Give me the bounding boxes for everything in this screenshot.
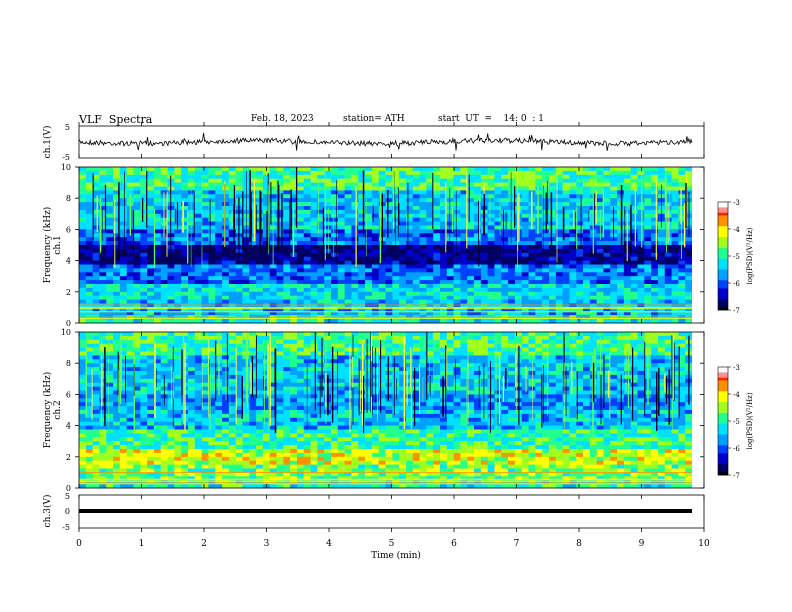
ch1-ytick-bottom: -5 <box>62 153 70 162</box>
colorbar-tick-label: -6 <box>733 445 740 453</box>
ch2-colorbar: -3 -4 -5 -6 -7 log(PSD)(V²/Hz) <box>717 364 754 480</box>
freq-tick-label: 6 <box>66 225 71 234</box>
freq-tick-label: 8 <box>66 359 71 368</box>
freq-tick-label: 2 <box>66 288 71 297</box>
ch1-ytick-top: 5 <box>65 123 70 132</box>
freq-tick-label: 8 <box>66 194 71 203</box>
colorbar-tick-label: -7 <box>733 472 740 480</box>
ch2-ylabel: ch.2 <box>53 400 63 419</box>
colorbar-label: log(PSD)(V²/Hz) <box>746 392 754 449</box>
ch1-ylabel: ch.1 <box>53 235 63 254</box>
time-axis-ticks: 0 1 2 3 4 5 6 7 8 9 10 <box>76 122 710 549</box>
freq-tick-label: 0 <box>66 484 71 493</box>
freq-tick-label: 6 <box>66 390 71 399</box>
ch3-waveform-line <box>79 509 692 513</box>
freq-tick-label: 10 <box>61 328 71 337</box>
ch3-waveform-panel: 5 0 -5 ch.3(V) 0 1 2 3 4 5 6 7 8 9 10 Time (min) <box>42 122 710 561</box>
freq-tick-label: 2 <box>66 453 71 462</box>
time-tick-label: 6 <box>451 539 457 549</box>
freq-tick-label: 10 <box>61 163 71 172</box>
colorbar-tick-label: -6 <box>733 280 740 288</box>
time-tick-label: 1 <box>139 539 145 549</box>
ch1-waveform-line <box>78 132 693 151</box>
freq-tick-label: 4 <box>66 422 71 431</box>
ch1-channel-label: ch.1 <box>53 235 63 254</box>
time-tick-label: 7 <box>514 539 520 549</box>
colorbar-tick-label: -7 <box>733 307 740 315</box>
ch3-ylabel: ch.3(V) <box>42 495 53 528</box>
ch2-spectrogram-panel: 0 2 4 6 8 10 ch.2 Frequency (kHz) -3 -4 -5 -6 -7 l… <box>42 328 754 493</box>
ch1-colorbar: -3 -4 -5 -6 -7 log(PSD)(V²/Hz) <box>717 199 754 315</box>
ch1-ylabel: ch.1(V) <box>42 126 53 159</box>
time-axis-label: Time (min) <box>371 550 421 561</box>
time-tick-label: 5 <box>389 539 395 549</box>
colorbar-tick-label: -5 <box>733 418 740 426</box>
colorbar-tick-label: -3 <box>733 199 740 207</box>
time-tick-label: 8 <box>576 539 582 549</box>
ch2-freq-ylabel: Frequency (kHz) <box>42 372 53 449</box>
ch2-channel-label: ch.2 <box>53 400 63 419</box>
ch3-ytick-mid: 0 <box>65 507 70 516</box>
time-tick-label: 9 <box>639 539 645 549</box>
time-tick-label: 10 <box>698 539 710 549</box>
ch2-freq-ticks: 0 2 4 6 8 10 <box>61 328 704 493</box>
start-time-label: start UT = 14: 0 : 1 <box>438 114 544 124</box>
ch2-spectrogram-image <box>79 332 704 489</box>
colorbar-tick-label: -5 <box>733 253 740 261</box>
ch1-spectrogram-panel: 0 2 4 6 8 10 ch.1 Frequency (kHz) -3 -4 -5 -6 -7 l… <box>42 163 754 328</box>
colorbar-label: log(PSD)(V²/Hz) <box>746 227 754 284</box>
colorbar-tick-label: -4 <box>733 226 740 234</box>
time-tick-label: 2 <box>201 539 207 549</box>
ch1-freq-ylabel: Frequency (kHz) <box>42 207 53 284</box>
freq-tick-label: 0 <box>66 319 71 328</box>
colorbar-tick-label: -3 <box>733 364 740 372</box>
ch3-ytick-top: 5 <box>65 492 70 501</box>
ch1-freq-ticks: 0 2 4 6 8 10 <box>61 163 704 328</box>
ch3-ytick-bottom: -5 <box>62 523 70 532</box>
ch1-spectrogram-image <box>79 167 704 324</box>
station-label: station= ATH <box>343 114 405 124</box>
freq-tick-label: 4 <box>66 257 71 266</box>
time-tick-label: 0 <box>76 539 82 549</box>
date-label: Feb. 18, 2023 <box>251 114 314 124</box>
time-tick-label: 3 <box>264 539 270 549</box>
colorbar-tick-label: -4 <box>733 391 740 399</box>
time-tick-label: 4 <box>326 539 332 549</box>
